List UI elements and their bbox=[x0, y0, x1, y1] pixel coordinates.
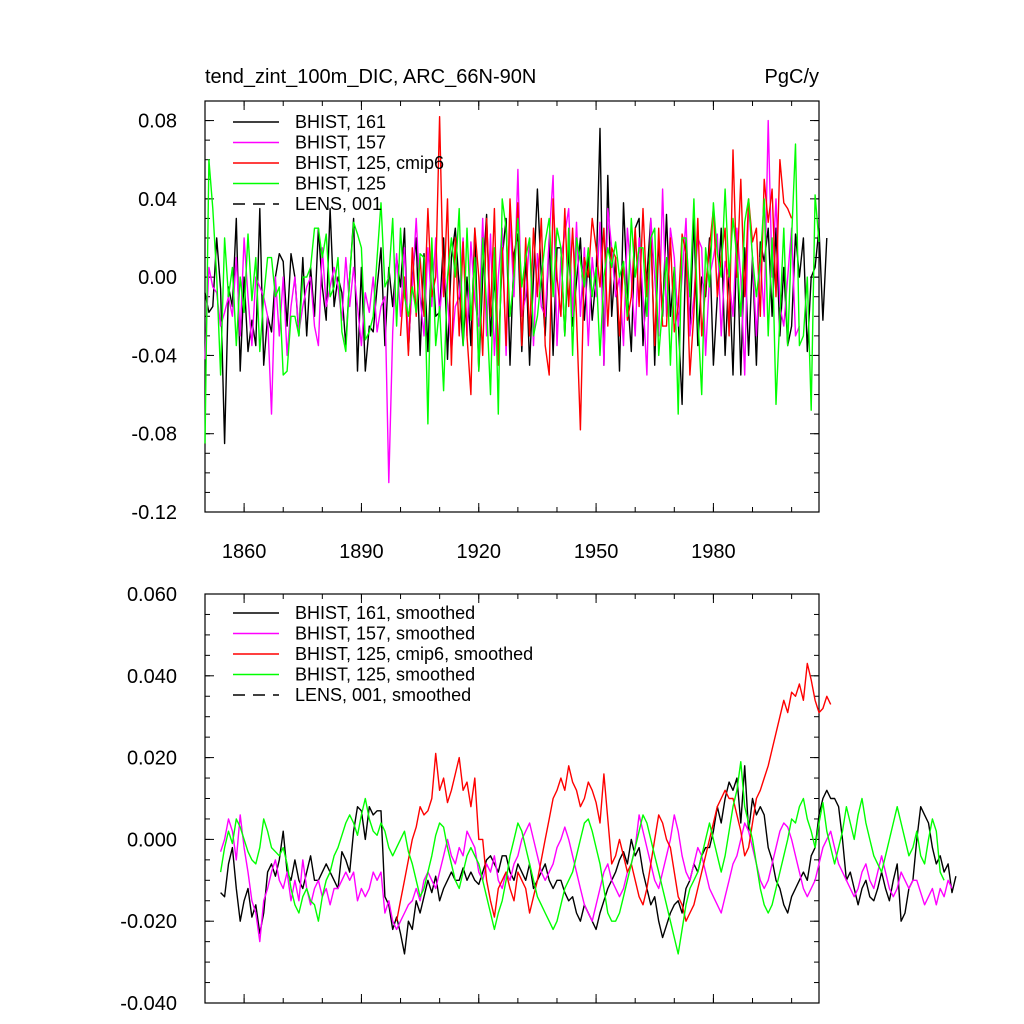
bottom-panel: 0.060 0.040 0.020 0.000 -0.020 -0.040 BHIST, … bbox=[120, 584, 957, 1015]
legend-label: BHIST, 125, cmip6, smoothed bbox=[295, 644, 533, 664]
legend-label: BHIST, 161, smoothed bbox=[295, 603, 475, 623]
top-panel: tend_zint_100m_DIC, ARC_66N-90N PgC/y 0.… bbox=[131, 66, 828, 563]
series-line-2 bbox=[399, 115, 793, 431]
y-tick-label: -0.12 bbox=[131, 502, 177, 524]
top-panel-title: tend_zint_100m_DIC, ARC_66N-90N bbox=[205, 66, 536, 88]
x-tick-label: 1980 bbox=[691, 541, 736, 563]
y-tick-label: 0.060 bbox=[127, 584, 177, 606]
x-tick-label: 1950 bbox=[574, 541, 619, 563]
x-tick-label: 1860 bbox=[222, 541, 267, 563]
series-line-3 bbox=[204, 143, 820, 444]
series-line-1 bbox=[219, 814, 953, 943]
y-tick-label: 0.040 bbox=[127, 666, 177, 688]
legend-label: BHIST, 157, smoothed bbox=[295, 624, 475, 644]
x-tick-label: 1920 bbox=[457, 541, 502, 563]
y-tick-label: 0.04 bbox=[138, 189, 177, 211]
series-line-3 bbox=[219, 761, 945, 955]
legend-label: BHIST, 161 bbox=[295, 112, 386, 132]
y-tick-label: -0.08 bbox=[131, 424, 177, 446]
top-panel-units: PgC/y bbox=[765, 66, 819, 88]
series-line-0 bbox=[220, 765, 957, 955]
legend-label: BHIST, 125, cmip6 bbox=[295, 153, 444, 173]
y-tick-label: -0.04 bbox=[131, 345, 177, 367]
legend-label: LENS, 001 bbox=[295, 194, 382, 214]
legend-label: BHIST, 157 bbox=[295, 133, 386, 153]
y-tick-label: 0.08 bbox=[138, 111, 177, 133]
legend-label: LENS, 001, smoothed bbox=[295, 685, 471, 705]
y-tick-label: 0.000 bbox=[127, 829, 177, 851]
y-tick-label: -0.040 bbox=[120, 993, 177, 1015]
legend-label: BHIST, 125, smoothed bbox=[295, 665, 475, 685]
y-tick-label: -0.020 bbox=[120, 911, 177, 933]
y-tick-label: 0.00 bbox=[138, 267, 177, 289]
y-tick-label: 0.020 bbox=[127, 748, 177, 770]
legend-label: BHIST, 125 bbox=[295, 174, 386, 194]
top-plot-frame bbox=[204, 100, 820, 513]
series-line-2 bbox=[395, 662, 832, 922]
x-tick-label: 1890 bbox=[339, 541, 384, 563]
